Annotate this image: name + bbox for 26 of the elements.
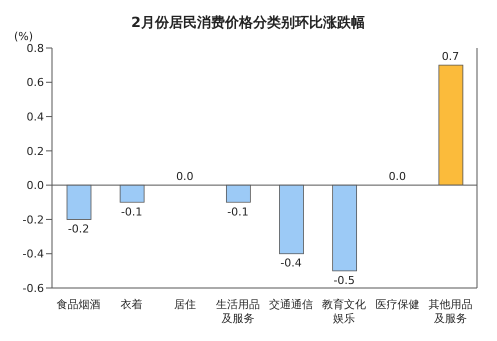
- data-label: 0.0: [388, 170, 406, 184]
- x-tick-label: 其他用品及服务: [428, 298, 472, 325]
- x-tick-label: 食品烟酒: [56, 298, 101, 311]
- data-label: -0.4: [280, 256, 302, 270]
- x-tick-label: 教育文化娱乐: [322, 298, 366, 325]
- y-tick-label: -0.6: [22, 282, 44, 295]
- chart-title: 2月份居民消费价格分类别环比涨跌幅: [131, 15, 365, 31]
- data-label: -0.1: [120, 205, 142, 218]
- y-tick-label: 0.4: [26, 110, 44, 124]
- data-label: 0.0: [176, 170, 194, 184]
- y-tick-label: -0.2: [22, 213, 44, 226]
- data-label: -0.2: [68, 222, 90, 236]
- y-tick-label: 0.0: [26, 179, 44, 192]
- y-tick-label: 0.8: [26, 42, 44, 55]
- x-tick-label: 医疗保健: [375, 298, 420, 311]
- x-tick-label: 居住: [174, 298, 196, 311]
- y-tick-label: -0.4: [22, 248, 44, 261]
- x-tick-label: 交通通信: [269, 298, 314, 311]
- data-label: -0.5: [333, 274, 355, 287]
- data-label: -0.1: [227, 205, 249, 218]
- y-tick-label: 0.6: [26, 76, 44, 90]
- data-label: 0.7: [442, 50, 460, 64]
- y-axis-title: (%): [14, 30, 34, 43]
- y-tick-label: 0.2: [26, 144, 44, 158]
- x-tick-label: 生活用品及服务: [216, 298, 260, 325]
- x-tick-label: 衣着: [120, 298, 143, 311]
